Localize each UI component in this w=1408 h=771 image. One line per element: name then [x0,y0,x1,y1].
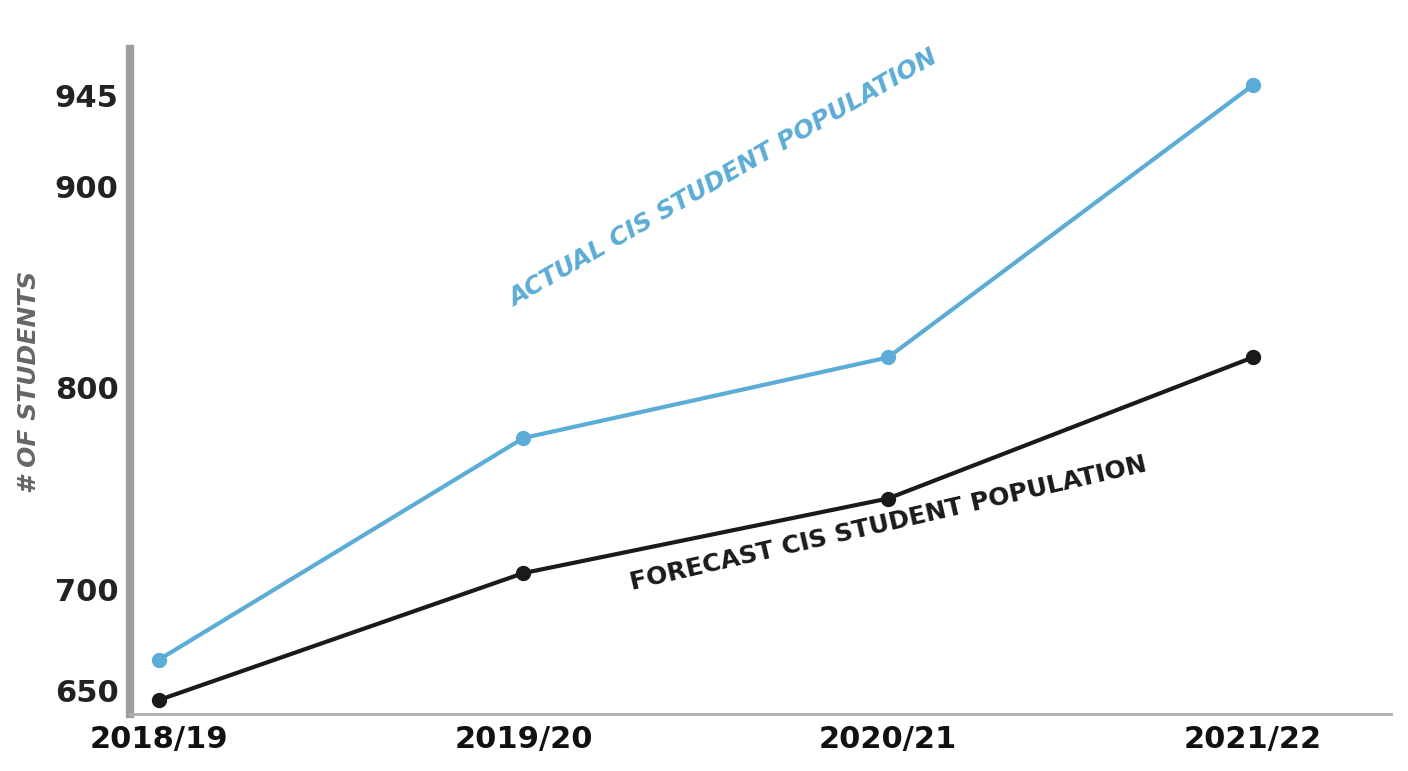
Y-axis label: # OF STUDENTS: # OF STUDENTS [17,271,41,493]
Text: FORECAST CIS STUDENT POPULATION: FORECAST CIS STUDENT POPULATION [628,453,1149,595]
Text: ACTUAL CIS STUDENT POPULATION: ACTUAL CIS STUDENT POPULATION [505,45,942,311]
